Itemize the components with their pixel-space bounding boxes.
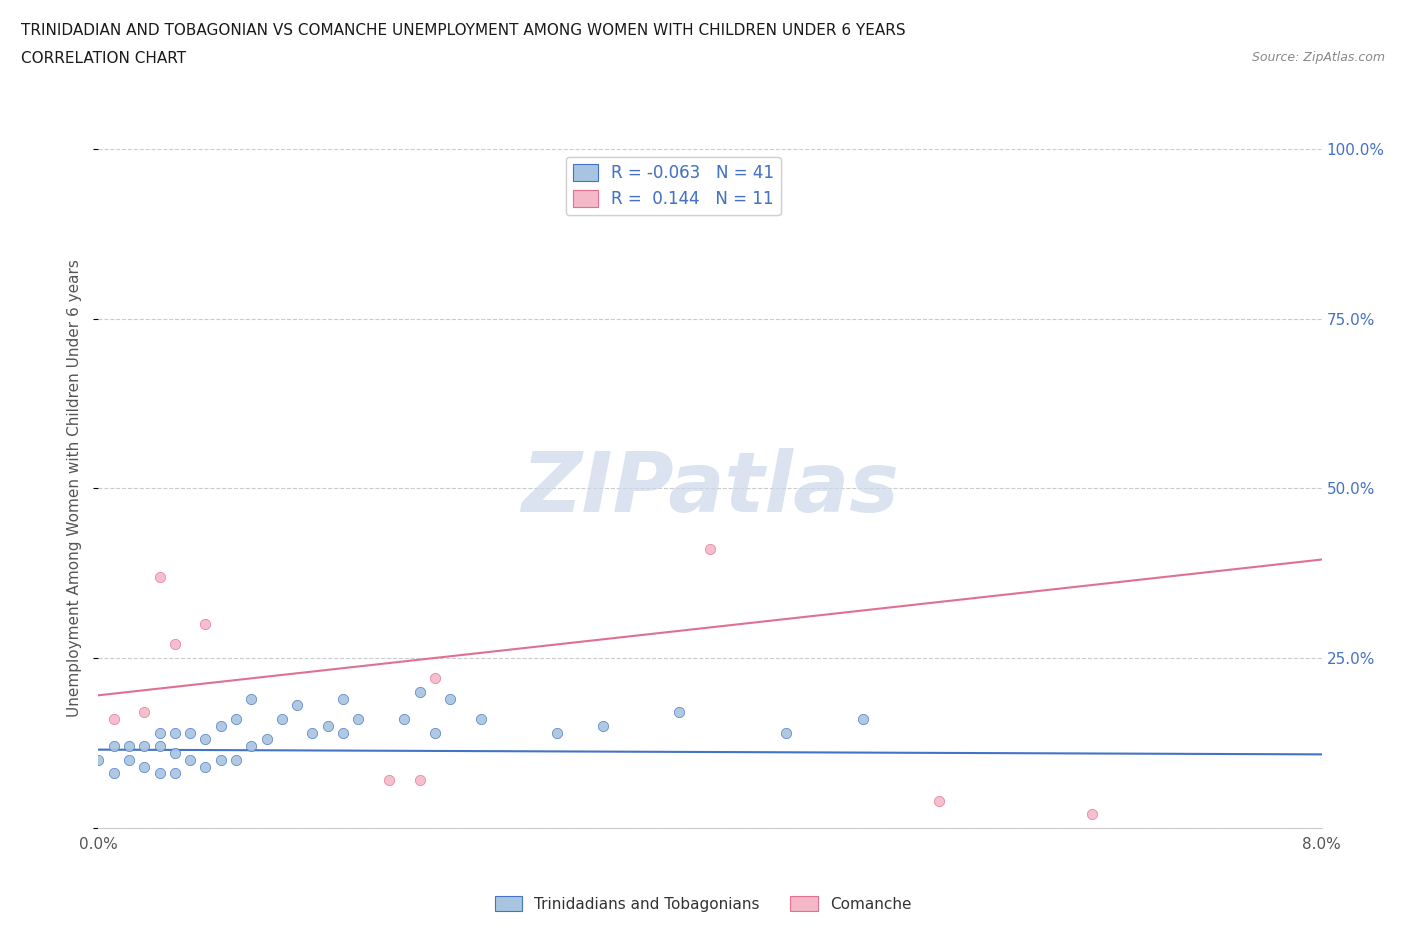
Point	[194, 732, 217, 747]
Point	[194, 617, 217, 631]
Point	[225, 752, 247, 767]
Point	[103, 766, 125, 781]
Point	[316, 719, 339, 734]
Point	[163, 766, 186, 781]
Point	[240, 691, 263, 706]
Point	[1081, 806, 1104, 821]
Point	[134, 705, 156, 720]
Point	[209, 752, 232, 767]
Point	[163, 725, 186, 740]
Point	[546, 725, 568, 740]
Point	[270, 711, 294, 726]
Point	[118, 738, 141, 753]
Legend: Trinidadians and Tobagonians, Comanche: Trinidadians and Tobagonians, Comanche	[488, 889, 918, 918]
Point	[163, 637, 186, 652]
Point	[392, 711, 416, 726]
Point	[378, 773, 401, 788]
Point	[134, 759, 156, 774]
Point	[179, 752, 201, 767]
Point	[928, 793, 950, 808]
Point	[408, 773, 430, 788]
Point	[209, 719, 232, 734]
Point	[149, 738, 172, 753]
Text: CORRELATION CHART: CORRELATION CHART	[21, 51, 186, 66]
Point	[149, 766, 172, 781]
Point	[225, 711, 247, 726]
Point	[87, 752, 110, 767]
Point	[332, 691, 354, 706]
Text: Source: ZipAtlas.com: Source: ZipAtlas.com	[1251, 51, 1385, 64]
Point	[423, 671, 446, 685]
Point	[852, 711, 875, 726]
Point	[439, 691, 461, 706]
Point	[285, 698, 308, 713]
Point	[470, 711, 492, 726]
Point	[775, 725, 797, 740]
Point	[301, 725, 323, 740]
Point	[163, 746, 186, 761]
Text: ZIPatlas: ZIPatlas	[522, 447, 898, 529]
Point	[134, 738, 156, 753]
Legend: R = -0.063   N = 41, R =  0.144   N = 11: R = -0.063 N = 41, R = 0.144 N = 11	[567, 157, 780, 215]
Point	[103, 711, 125, 726]
Y-axis label: Unemployment Among Women with Children Under 6 years: Unemployment Among Women with Children U…	[67, 259, 83, 717]
Point	[179, 725, 201, 740]
Point	[699, 542, 721, 557]
Point	[347, 711, 370, 726]
Point	[423, 725, 446, 740]
Point	[194, 759, 217, 774]
Point	[103, 738, 125, 753]
Point	[592, 719, 614, 734]
Point	[149, 725, 172, 740]
Point	[240, 738, 263, 753]
Point	[332, 725, 354, 740]
Point	[668, 705, 690, 720]
Point	[149, 569, 172, 584]
Point	[118, 752, 141, 767]
Point	[408, 684, 430, 699]
Text: TRINIDADIAN AND TOBAGONIAN VS COMANCHE UNEMPLOYMENT AMONG WOMEN WITH CHILDREN UN: TRINIDADIAN AND TOBAGONIAN VS COMANCHE U…	[21, 23, 905, 38]
Point	[256, 732, 278, 747]
